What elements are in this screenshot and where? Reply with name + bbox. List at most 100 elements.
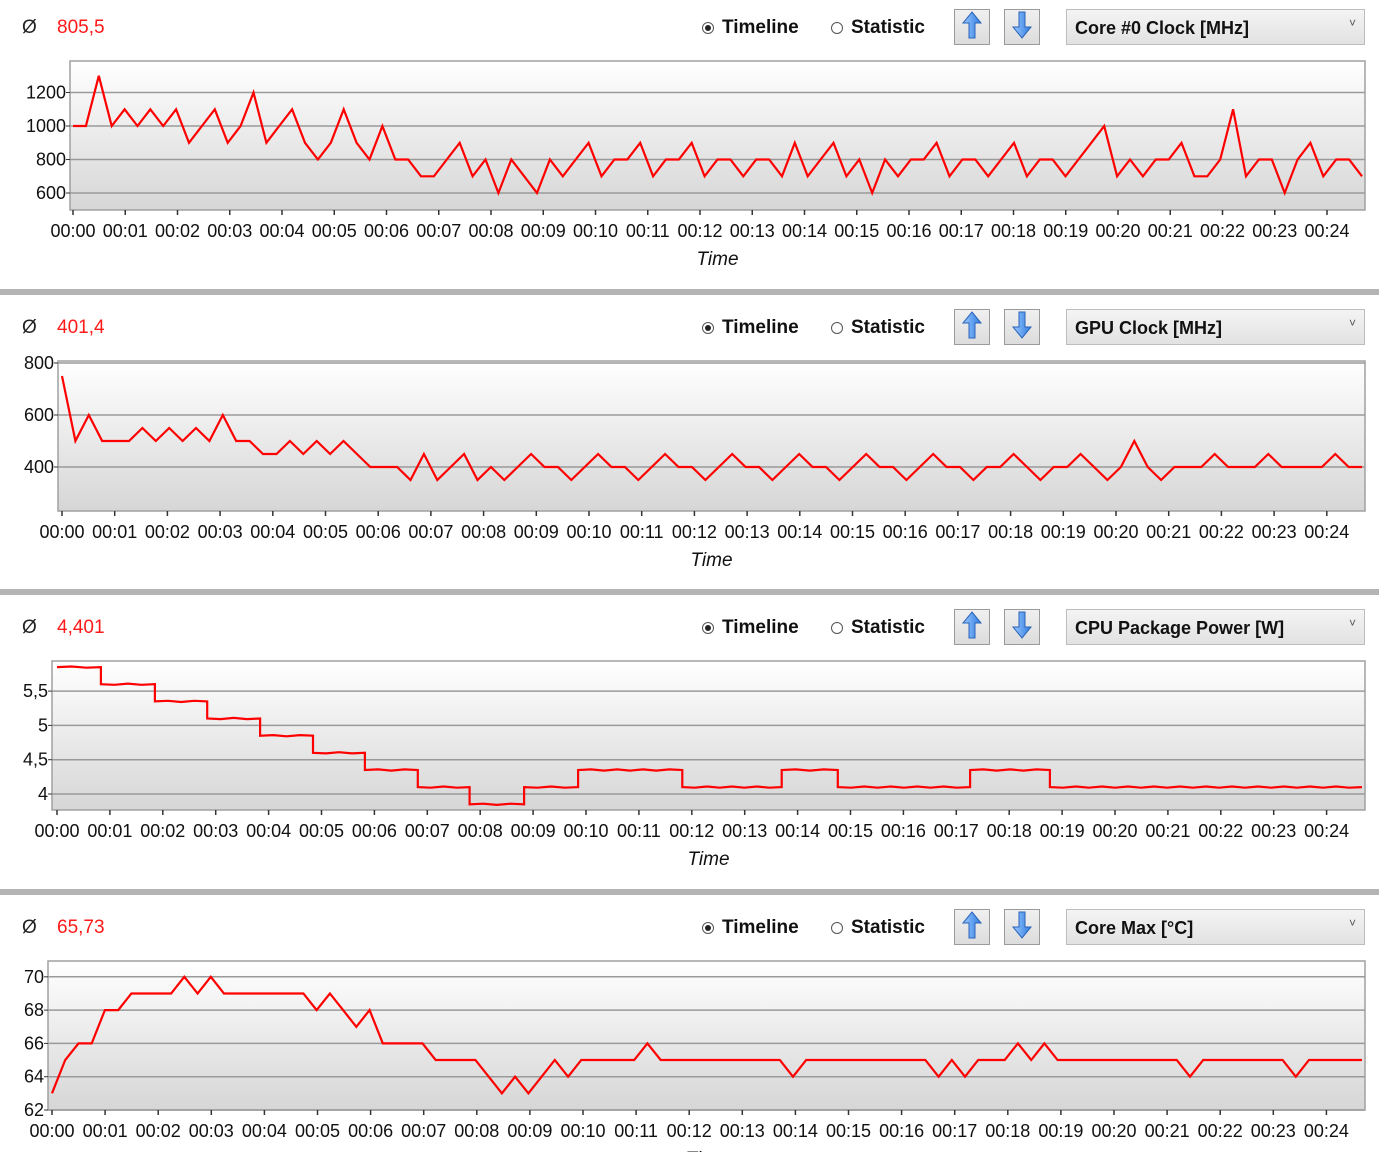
panel-separator[interactable] [0,289,1379,295]
x-tick-label: 00:00 [34,821,79,841]
radio-statistic[interactable]: Statistic [831,17,925,39]
average-symbol: Ø [22,17,37,38]
panel-separator[interactable] [0,589,1379,595]
x-tick-label: 00:19 [1038,1121,1083,1141]
x-tick-label: 00:11 [614,1121,658,1141]
x-tick-label: 00:22 [1198,821,1243,841]
radio-statistic[interactable]: Statistic [831,917,925,939]
x-tick-label: 00:05 [303,522,348,542]
x-tick-label: 00:07 [416,221,461,241]
radio-checked-icon[interactable] [702,322,714,334]
radio-checked-icon[interactable] [702,22,714,34]
sensor-select[interactable]: Core #0 Clock [MHz] ˅ [1066,9,1365,45]
x-tick-label: 00:19 [1040,821,1085,841]
radio-unchecked-icon[interactable] [831,322,843,334]
radio-timeline[interactable]: Timeline [702,917,799,939]
x-tick-label: 00:03 [193,821,238,841]
x-tick-label: 00:21 [1146,522,1191,542]
x-tick-label: 00:02 [140,821,185,841]
average-value: 4,401 [57,617,105,638]
x-tick-label: 00:10 [560,1121,605,1141]
x-tick-label: 00:04 [259,221,304,241]
move-down-button[interactable] [1004,609,1040,645]
x-tick-label: 00:09 [514,522,559,542]
radio-statistic[interactable]: Statistic [831,317,925,339]
x-tick-label: 00:19 [1041,522,1086,542]
plot-area [47,960,1366,1111]
x-tick-label: 00:01 [87,821,132,841]
y-tick-label: 70 [24,967,44,987]
radio-checked-icon[interactable] [702,922,714,934]
x-tick-label: 00:06 [356,522,401,542]
move-down-button[interactable] [1004,309,1040,345]
move-up-button[interactable] [954,609,990,645]
x-tick-label: 00:19 [1043,221,1088,241]
sensor-select[interactable]: Core Max [°C] ˅ [1066,909,1365,945]
move-up-button[interactable] [954,9,990,45]
radio-unchecked-icon[interactable] [831,622,843,634]
x-tick-label: 00:00 [50,221,95,241]
x-tick-label: 00:17 [935,522,980,542]
chevron-down-icon: ˅ [1348,916,1356,930]
average-value: 401,4 [57,317,105,338]
radio-statistic-label: Statistic [851,317,925,338]
x-tick-label: 00:14 [782,221,827,241]
arrow-up-icon [961,610,983,645]
x-tick-label: 00:01 [83,1121,128,1141]
panel-header-gpu-clock: Ø 401,4 Timeline Statistic GPU Clock [MHz] ˅ [0,300,1379,356]
radio-timeline[interactable]: Timeline [702,317,799,339]
move-up-button[interactable] [954,309,990,345]
radio-timeline-label: Timeline [722,617,799,638]
x-tick-label: 00:16 [886,221,931,241]
x-tick-label: 00:24 [1304,1121,1349,1141]
x-tick-label: 00:02 [136,1121,181,1141]
sensor-select[interactable]: GPU Clock [MHz] ˅ [1066,309,1365,345]
x-tick-label: 00:01 [92,522,137,542]
radio-statistic[interactable]: Statistic [831,617,925,639]
x-tick-label: 00:13 [725,522,770,542]
x-tick-label: 00:03 [198,522,243,542]
x-tick-label: 00:23 [1251,1121,1296,1141]
x-tick-label: 00:17 [934,821,979,841]
x-tick-label: 00:16 [879,1121,924,1141]
sensor-select[interactable]: CPU Package Power [W] ˅ [1066,609,1365,645]
x-tick-label: 00:08 [461,522,506,542]
radio-unchecked-icon[interactable] [831,22,843,34]
panel-separator[interactable] [0,889,1379,895]
x-tick-label: 00:21 [1148,221,1193,241]
x-tick-label: 00:09 [507,1121,552,1141]
radio-timeline[interactable]: Timeline [702,617,799,639]
x-tick-label: 00:20 [1091,1121,1136,1141]
x-tick-label: 00:24 [1304,821,1349,841]
x-tick-label: 00:14 [775,821,820,841]
x-tick-label: 00:23 [1252,221,1297,241]
chart-gpu-clock: 400 600 800 00:00 00:01 00:02 00:03 00:04 00:05 0… [24,353,1366,571]
x-tick-label: 00:10 [566,522,611,542]
x-tick-label: 00:04 [242,1121,287,1141]
move-down-button[interactable] [1004,9,1040,45]
y-tick-label: 5 [38,715,48,735]
sensor-select-value: CPU Package Power [W] [1075,618,1285,638]
move-up-button[interactable] [954,909,990,945]
x-tick-label: 00:05 [295,1121,340,1141]
move-down-button[interactable] [1004,909,1040,945]
x-tick-label: 00:17 [939,221,984,241]
x-tick-label: 00:03 [189,1121,234,1141]
x-tick-label: 00:00 [29,1121,74,1141]
x-tick-label: 00:23 [1252,522,1297,542]
average-symbol: Ø [22,617,37,638]
x-tick-label: 00:10 [563,821,608,841]
x-tick-label: 00:08 [458,821,503,841]
y-tick-label: 64 [24,1067,44,1087]
x-tick-label: 00:04 [250,522,295,542]
arrow-up-icon [961,10,983,45]
radio-unchecked-icon[interactable] [831,922,843,934]
x-axis-title: Time [696,249,738,270]
x-tick-label: 00:06 [364,221,409,241]
radio-timeline[interactable]: Timeline [702,17,799,39]
radio-checked-icon[interactable] [702,622,714,634]
x-tick-label: 00:24 [1304,221,1349,241]
sensor-select-value: GPU Clock [MHz] [1075,318,1223,338]
x-tick-label: 00:05 [312,221,357,241]
